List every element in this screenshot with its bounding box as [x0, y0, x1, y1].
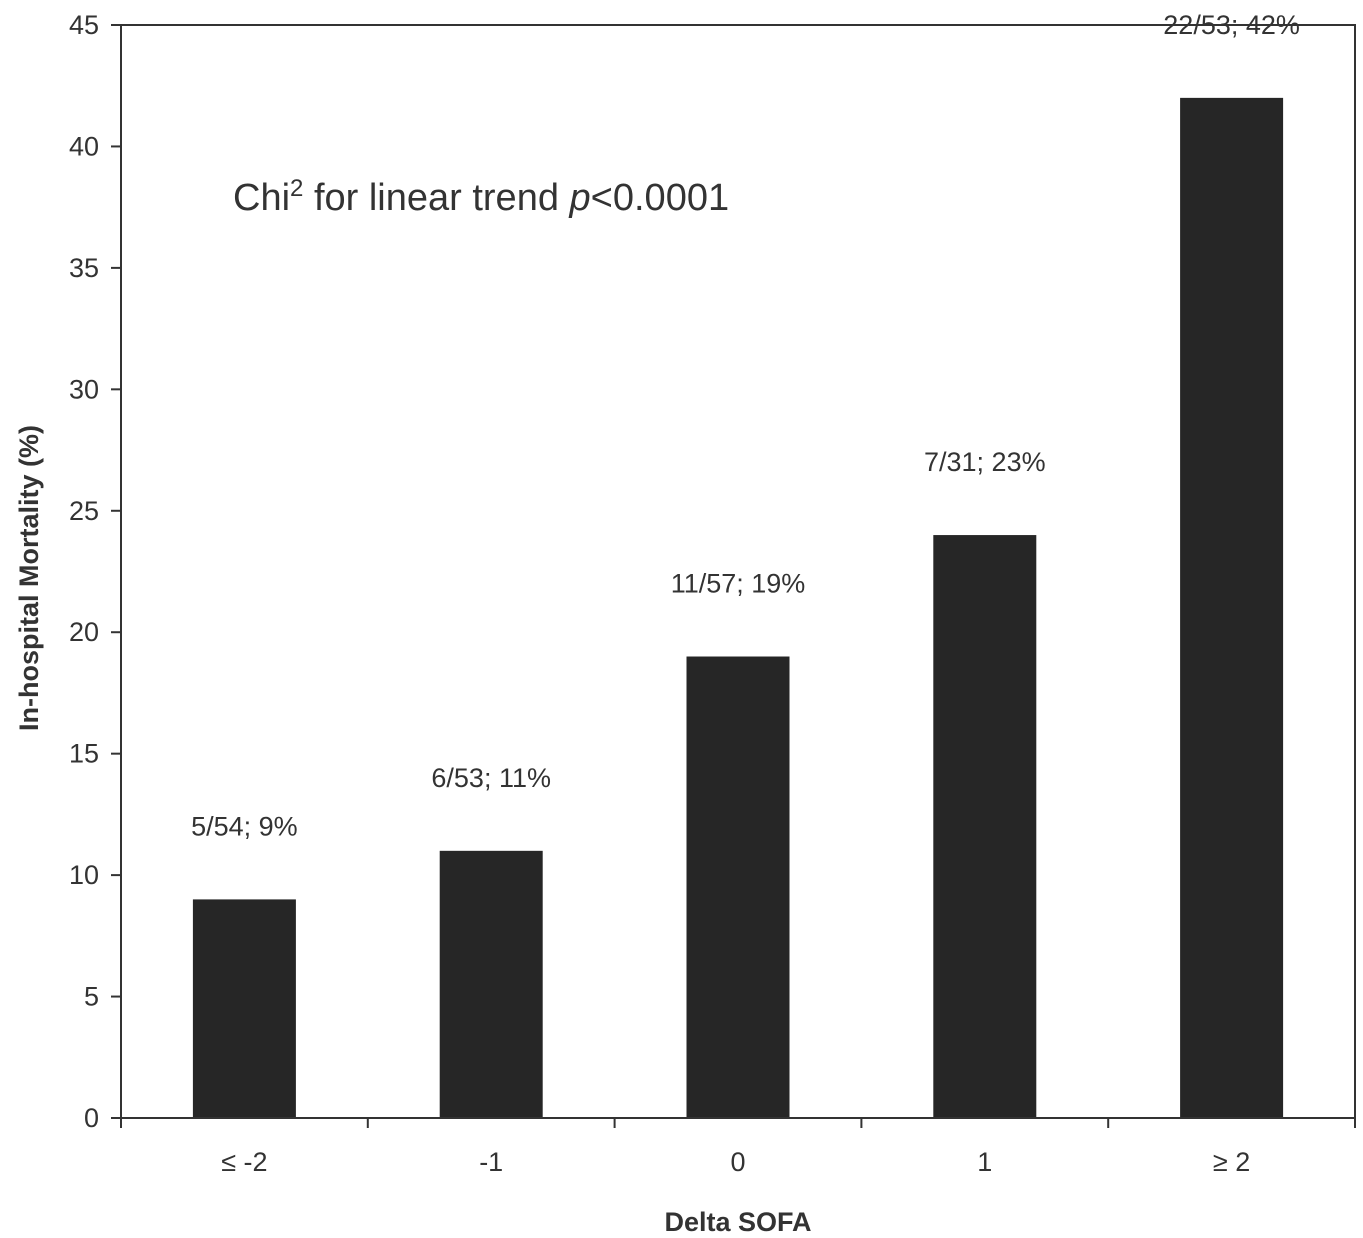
data-label-3: 7/31; 23%: [924, 447, 1046, 477]
annotation-middle: for linear trend: [303, 177, 569, 219]
y-axis-title: In-hospital Mortality (%): [14, 425, 44, 731]
annotation-suffix: <0.0001: [591, 177, 729, 219]
bar-3: [933, 535, 1037, 1118]
x-axis-title: Delta SOFA: [664, 1207, 811, 1237]
x-tick-label-0: ≤ -2: [221, 1147, 267, 1177]
y-tick-label-7: 35: [69, 253, 99, 283]
bars-layer: [192, 97, 1284, 1118]
y-tick-label-2: 10: [69, 860, 99, 890]
bar-0: [192, 899, 296, 1118]
axes-layer: ≤ -2 -1 0 1 ≥ 2 0 5 10 15 20 25 30 35 40 45: [69, 10, 1356, 1177]
bar-4: [1180, 97, 1284, 1118]
x-tick-label-2: 0: [730, 1147, 745, 1177]
data-label-2: 11/57; 19%: [671, 569, 806, 599]
x-tick-label-1: -1: [479, 1147, 503, 1177]
bar-1: [439, 850, 543, 1118]
y-tick-label-0: 0: [84, 1103, 99, 1133]
y-tick-label-1: 5: [84, 982, 99, 1012]
annotation-prefix: Chi: [233, 177, 290, 219]
y-tick-label-9: 45: [69, 10, 99, 40]
y-tick-label-6: 30: [69, 374, 99, 404]
annotation-italic-p: p: [569, 177, 591, 219]
x-tick-label-3: 1: [977, 1147, 992, 1177]
data-label-1: 6/53; 11%: [431, 763, 551, 793]
y-tick-label-4: 20: [69, 617, 99, 647]
x-tick-label-4: ≥ 2: [1213, 1147, 1250, 1177]
y-tick-label-5: 25: [69, 496, 99, 526]
annotation-superscript: 2: [290, 175, 303, 202]
y-tick-label-8: 40: [69, 131, 99, 161]
annotation-text: Chi2 for linear trend p<0.0001: [233, 175, 729, 219]
bar-2: [686, 656, 790, 1118]
plot-frame: [120, 24, 1356, 1119]
data-label-0: 5/54; 9%: [191, 811, 298, 841]
y-tick-label-3: 15: [69, 739, 99, 769]
